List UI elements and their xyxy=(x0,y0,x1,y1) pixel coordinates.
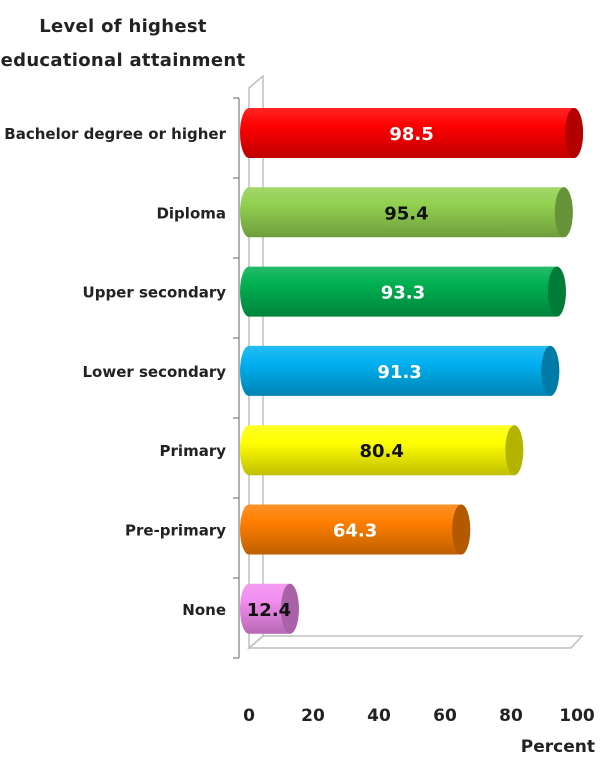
chart-labels: 0 20 40 60 80 100 Bachelor degree or higher 98.… xyxy=(4,124,595,726)
bar-cap xyxy=(565,108,584,158)
category-label: Bachelor degree or higher xyxy=(4,125,226,143)
bar xyxy=(240,187,573,238)
bar-cap xyxy=(452,504,471,555)
data-label: 95.4 xyxy=(384,203,428,224)
x-tick-label: 0 xyxy=(243,706,255,726)
bar xyxy=(240,504,471,555)
chart-bars xyxy=(240,108,584,634)
bar-cap xyxy=(547,266,566,317)
x-tick-label: 80 xyxy=(499,706,523,726)
x-axis-floor xyxy=(246,635,584,649)
x-tick-label: 60 xyxy=(433,706,457,726)
data-label: 93.3 xyxy=(381,283,425,304)
data-label: 80.4 xyxy=(359,441,403,462)
data-label: 98.5 xyxy=(389,124,433,145)
bar xyxy=(240,266,566,317)
category-label: None xyxy=(182,601,226,619)
x-tick-label: 100 xyxy=(559,706,595,726)
x-axis-title: Percent xyxy=(520,737,595,757)
data-label: 91.3 xyxy=(377,362,421,383)
data-label: 64.3 xyxy=(333,521,377,542)
category-label: Primary xyxy=(160,442,227,460)
category-label: Diploma xyxy=(156,204,226,222)
y-axis-title: Level of highest educational attainment xyxy=(0,10,246,78)
bar-cap xyxy=(541,345,560,396)
category-label: Lower secondary xyxy=(82,363,226,381)
bar xyxy=(240,425,524,476)
bar-cap xyxy=(554,187,573,238)
bar xyxy=(240,345,560,396)
category-label: Upper secondary xyxy=(83,284,227,302)
x-tick-label: 20 xyxy=(301,706,325,726)
category-label: Pre-primary xyxy=(125,522,226,540)
x-tick-label: 40 xyxy=(367,706,391,726)
y-axis-title-line1: Level of highest xyxy=(39,16,207,37)
bar-cap xyxy=(505,425,524,476)
bar-cap xyxy=(280,583,299,634)
bar xyxy=(240,108,584,158)
data-label: 12.4 xyxy=(247,600,291,621)
y-axis-title-line2: educational attainment xyxy=(0,50,246,71)
